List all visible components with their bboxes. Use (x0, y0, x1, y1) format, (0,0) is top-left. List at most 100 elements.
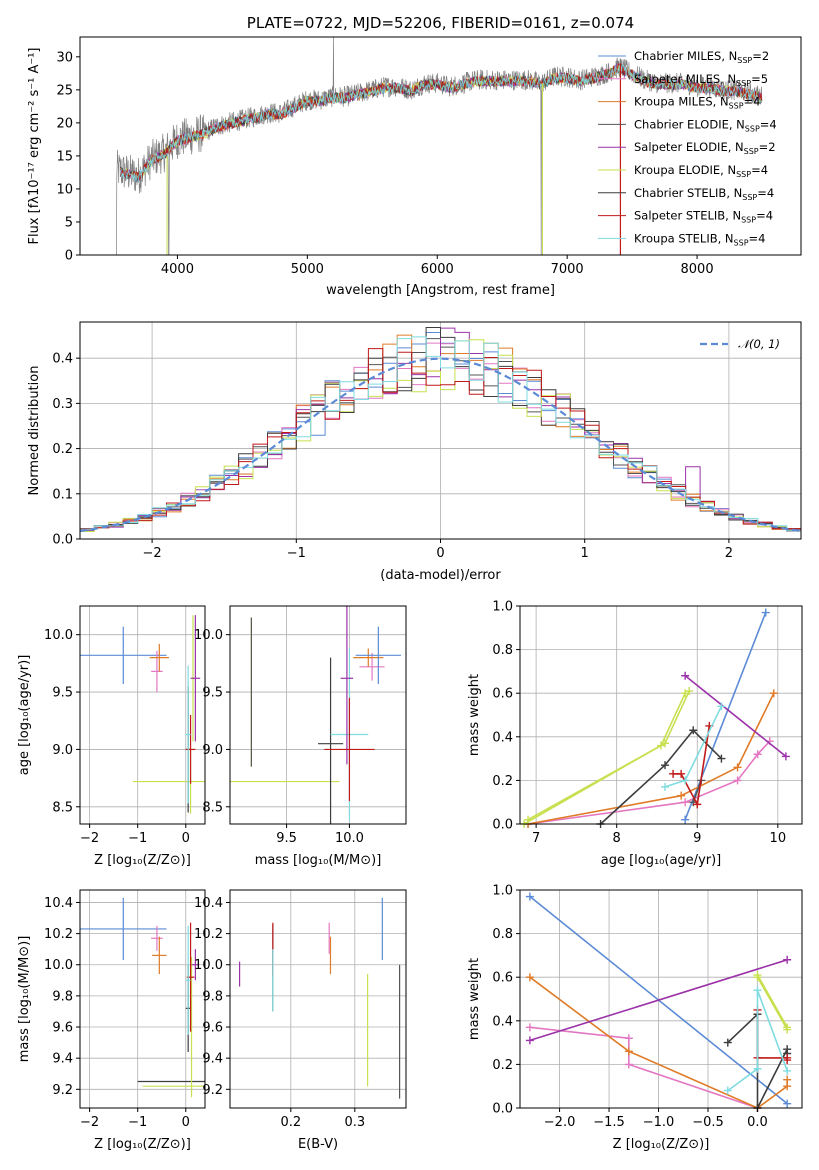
axes-age_vs_mass (230, 606, 406, 824)
series-marker (685, 687, 694, 696)
x-tick-label: −1 (128, 1115, 147, 1130)
y-axis-label: age [log₁₀(age/yr)] (17, 655, 32, 776)
series-marker (717, 702, 726, 711)
frame-mass_vs_Z: −2 −1 0 9.2 9.4 9.6 9.8 10.0 10.2 10.4 Z [log₁₀(Z/… (17, 889, 206, 1152)
series-line-k_elodie (527, 690, 690, 821)
series-marker (624, 1060, 633, 1069)
x-tick-label: 10.0 (335, 831, 364, 846)
y-tick-label: 5 (65, 215, 73, 230)
x-tick-label: 4000 (161, 262, 194, 277)
series-marker (783, 1075, 792, 1084)
frame-massweight_vs_Z: −2.0 −1.5 −1.0 −0.5 0.0 0.0 0.2 0.4 0.6 0.8 1.0 Z [… (467, 884, 803, 1152)
y-axis-label: mass weight (467, 674, 482, 756)
axes-mass_vs_Z (80, 890, 205, 1108)
x-tick-label: 6000 (421, 262, 454, 277)
legend-entry: Salpeter ELODIE, NSSP=2 (634, 140, 776, 156)
x-tick-label: 10 (770, 831, 787, 846)
y-tick-label: 1.0 (492, 884, 513, 899)
x-axis-label: Z [log₁₀(Z/Z⊙)] (94, 1137, 191, 1152)
spectrum-lines (116, 37, 763, 255)
x-tick-label: −2.0 (544, 1115, 576, 1130)
x-tick-label: 0.3 (344, 1115, 365, 1130)
x-axis-label: E(B-V) (298, 1137, 338, 1152)
errorbar-point (340, 606, 354, 765)
legend-entry: Chabrier ELODIE, NSSP=4 (634, 117, 777, 133)
series-line-s_stelib (673, 725, 711, 807)
x-tick-label: 7 (532, 831, 540, 846)
x-tick-label: 0 (436, 546, 444, 561)
legend-entry: 𝒩(0, 1) (738, 337, 780, 351)
axes-frame (229, 889, 407, 1109)
y-tick-label: 9.0 (52, 743, 73, 758)
frame-massweight_vs_age: 7 8 9 10 0.0 0.2 0.4 0.6 0.8 1.0 age [log₁₀(age/yr… (467, 600, 803, 868)
y-tick-label: 1.0 (492, 600, 513, 615)
y-tick-label: 10.0 (44, 958, 73, 973)
errorbar-point (185, 665, 191, 804)
errorbar-point (318, 657, 344, 824)
series-marker (783, 1023, 792, 1032)
series-marker (769, 689, 778, 698)
series-marker (661, 782, 670, 791)
series-marker (669, 769, 678, 778)
normal-curve (80, 357, 801, 533)
x-tick-label: 0.2 (280, 1115, 301, 1130)
y-axis-label: mass [log₁₀(M/M⊙)] (17, 936, 32, 1063)
y-tick-label: 15 (56, 149, 73, 164)
series-marker (693, 800, 702, 809)
x-tick-label: −1 (287, 546, 306, 561)
x-tick-label: −1.5 (593, 1115, 625, 1130)
x-axis-label: (data-model)/error (380, 568, 501, 583)
histograms (80, 327, 801, 539)
axes-frame (229, 605, 407, 825)
x-tick-label: 9 (693, 831, 701, 846)
series-marker (761, 608, 770, 617)
errorbars-mass_vs_EBV (239, 897, 401, 1099)
errorbar-point (80, 897, 167, 961)
errorbar-point (152, 936, 167, 975)
axes-frame (519, 889, 803, 1109)
series-marker (753, 750, 762, 759)
errorbars-mass_vs_Z (80, 897, 205, 1098)
axes-massweight_vs_age (520, 605, 802, 825)
y-tick-label: 25 (56, 83, 73, 98)
y-tick-label: 10.0 (194, 628, 223, 643)
y-tick-label: 0.0 (492, 1102, 513, 1117)
y-tick-label: 0.2 (492, 1058, 513, 1073)
y-tick-label: 30 (56, 50, 73, 65)
frame-age_vs_Z: −2 −1 0 8.5 9.0 9.5 10.0 Z [log₁₀(Z/Z⊙)] age [lo… (17, 605, 206, 868)
series-marker (525, 973, 534, 982)
y-tick-label: 9.0 (202, 743, 223, 758)
y-tick-label: 10.2 (44, 927, 73, 942)
x-axis-label: mass [log₁₀(M/M⊙)] (255, 853, 382, 868)
series-line-s_elodie (529, 959, 788, 1042)
series-marker (525, 1036, 534, 1045)
y-tick-label: 0.2 (492, 774, 513, 789)
x-tick-label: 2 (725, 546, 733, 561)
y-tick-label: 0.0 (52, 533, 73, 548)
series-marker (783, 1066, 792, 1075)
errorbar-point (149, 643, 169, 672)
axes-frame (79, 36, 802, 256)
y-tick-label: 9.2 (52, 1083, 73, 1098)
x-tick-label: 1 (581, 546, 589, 561)
series-line-s_stelib (756, 1009, 788, 1060)
axes-frame (79, 605, 206, 825)
x-tick-label: −1 (128, 831, 147, 846)
x-tick-label: 0 (182, 831, 190, 846)
series-marker (753, 986, 762, 995)
y-tick-label: 0.1 (52, 487, 73, 502)
errorbar-point (151, 650, 163, 693)
legend-entry: Chabrier MILES, NSSP=2 (634, 49, 769, 65)
x-axis-label: wavelength [Angstrom, rest frame] (326, 283, 555, 298)
x-tick-label: 5000 (291, 262, 324, 277)
series-marker (753, 1064, 762, 1073)
x-tick-label: −2 (80, 1115, 99, 1130)
y-tick-label: 8.5 (202, 800, 223, 815)
errorbar-point (80, 626, 167, 685)
series-marker (624, 1047, 633, 1056)
chart-title: PLATE=0722, MJD=52206, FIBERID=0161, z=0… (247, 14, 634, 32)
errorbar-point (185, 715, 196, 784)
y-tick-label: 0.3 (52, 397, 73, 412)
series-marker (681, 671, 690, 680)
